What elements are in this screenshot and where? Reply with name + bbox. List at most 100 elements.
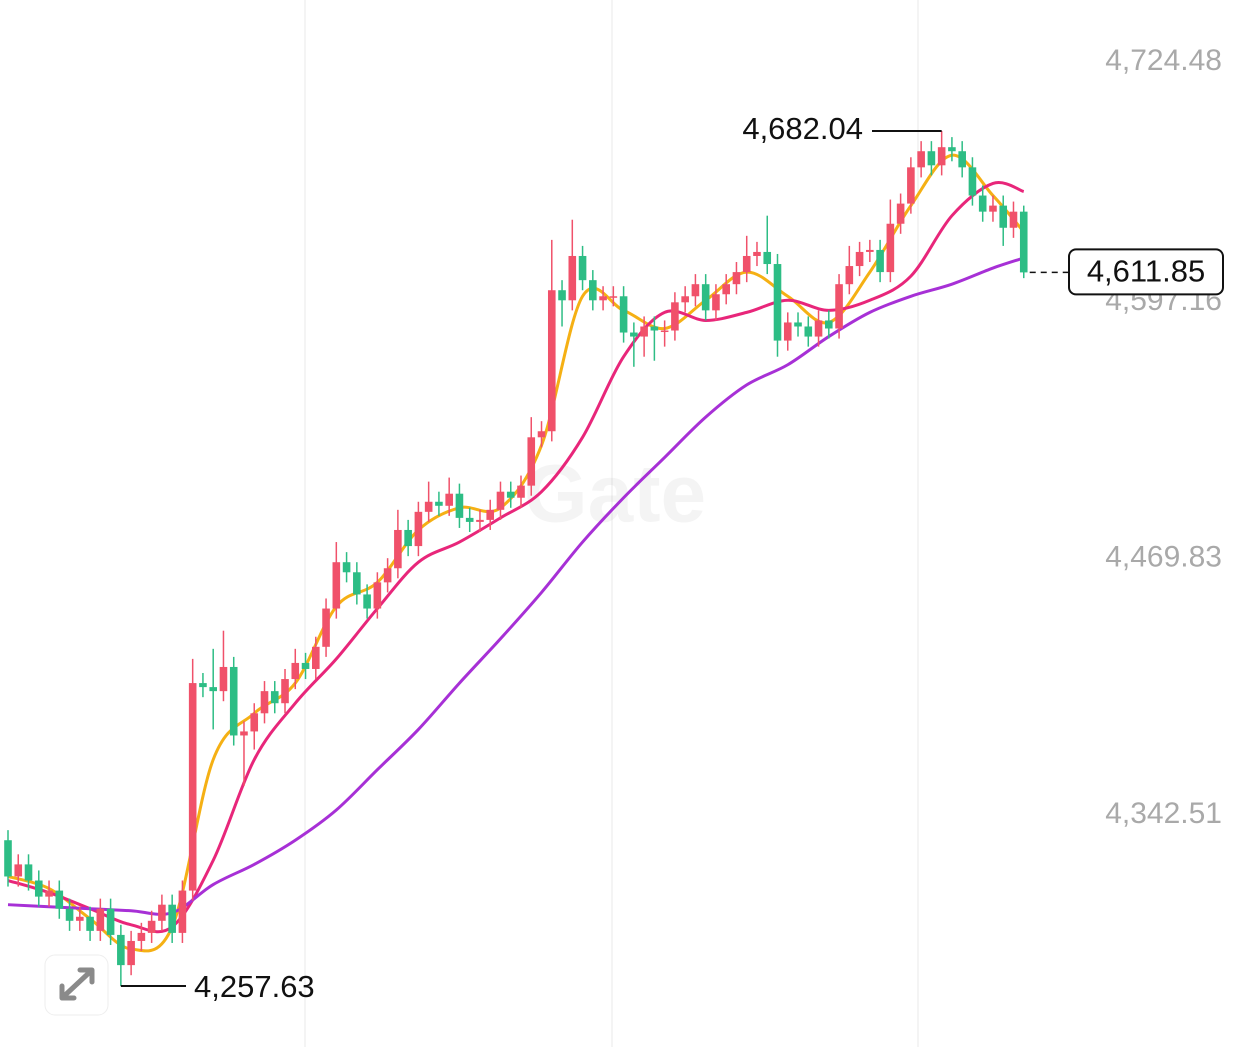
candle-body (465, 517, 474, 522)
candle-body (917, 151, 925, 168)
candle-body (168, 904, 176, 933)
candle-body (978, 195, 987, 212)
candle-body (127, 940, 135, 966)
candle-body (619, 296, 628, 333)
candle-body (701, 284, 710, 311)
moving-averages (7, 153, 1025, 953)
candle-body (199, 683, 207, 688)
candle-body (937, 147, 946, 166)
candle-body (486, 509, 495, 520)
candle-body (363, 594, 371, 609)
vertical-grid (304, 0, 919, 1047)
candle-body (76, 916, 84, 921)
candle-body (609, 296, 618, 298)
watermark: Gate (524, 449, 706, 540)
candle-body (927, 151, 936, 166)
moving-average-line (7, 153, 1025, 953)
candle-body (517, 485, 525, 498)
y-tick-label: 4,724.48 (1105, 44, 1222, 77)
candle-body (958, 151, 966, 168)
candle-body (650, 326, 659, 331)
candle-body (742, 255, 751, 273)
candle-body (383, 568, 392, 583)
candle-body (681, 296, 689, 303)
candle-body (568, 255, 577, 301)
candle-body (404, 529, 412, 547)
candle-body (855, 251, 864, 267)
candle-body (414, 511, 423, 547)
candle-body (630, 332, 638, 337)
candle-body (219, 666, 228, 692)
candle-body (866, 249, 874, 252)
high-label: 4,682.04 (742, 111, 863, 146)
candle-body (14, 864, 23, 877)
low-label: 4,257.63 (194, 969, 315, 1004)
candle-body (599, 296, 607, 301)
expand-button[interactable] (44, 954, 109, 1016)
candle-body (476, 519, 484, 522)
candle-body (496, 491, 505, 510)
candle-body (394, 529, 402, 569)
candle-body (353, 572, 361, 595)
candle-body (660, 330, 669, 333)
candle-body (640, 326, 648, 337)
candle-body (250, 713, 259, 732)
candle-body (722, 284, 730, 295)
candle-body (373, 582, 382, 609)
candle-body (578, 255, 587, 281)
candle-body (86, 916, 94, 931)
candle-body (506, 491, 515, 498)
candle-body (45, 890, 53, 897)
candle-body (55, 890, 64, 909)
y-tick-label: 4,342.51 (1105, 797, 1222, 830)
candle-body (814, 320, 823, 337)
candle-body (322, 608, 330, 647)
candle-body (907, 167, 915, 204)
candle-body (691, 284, 700, 297)
candle-body (527, 437, 536, 486)
candle-body (178, 890, 187, 933)
candle-body (281, 679, 289, 704)
y-axis: 4,724.484,597.164,469.834,342.514,215.18 (1105, 44, 1222, 830)
candle-body (65, 908, 74, 921)
last-price-box (1068, 248, 1224, 296)
candle-body (732, 272, 741, 285)
candle-body (537, 431, 546, 438)
candle-body (301, 662, 310, 669)
candle-body (886, 223, 895, 273)
candle-body (876, 249, 884, 273)
candle-body (312, 646, 320, 669)
candle-body (424, 501, 433, 512)
candle-body (332, 562, 341, 609)
candle-body (558, 290, 566, 301)
y-tick-label: 4,469.83 (1105, 540, 1222, 573)
candle-body (896, 203, 905, 224)
candle-body (794, 322, 802, 327)
candle-body (753, 251, 761, 256)
candle-body (948, 147, 956, 152)
moving-average-line (7, 181, 1025, 934)
candle-body (270, 691, 279, 704)
candle-body (1009, 211, 1018, 228)
candle-body (435, 501, 443, 506)
candle-body (825, 320, 833, 329)
candle-body (117, 934, 125, 966)
candle-body (712, 294, 720, 311)
expand-icon[interactable] (59, 967, 95, 1001)
moving-average-line (7, 256, 1025, 916)
candle-body (1019, 211, 1028, 273)
candle-body (773, 264, 782, 341)
candle-body (260, 691, 269, 714)
candle-body (240, 731, 248, 736)
candle-body (4, 840, 12, 877)
candle-body (291, 662, 300, 680)
candle-body (455, 493, 464, 518)
candle-body (671, 302, 679, 331)
candle-body (209, 687, 217, 692)
candle-body (763, 251, 772, 265)
annotations: 4,682.04 4,257.63 4,611.85 (120, 111, 1224, 1004)
candle-body (229, 666, 238, 736)
candle-body (968, 167, 977, 196)
